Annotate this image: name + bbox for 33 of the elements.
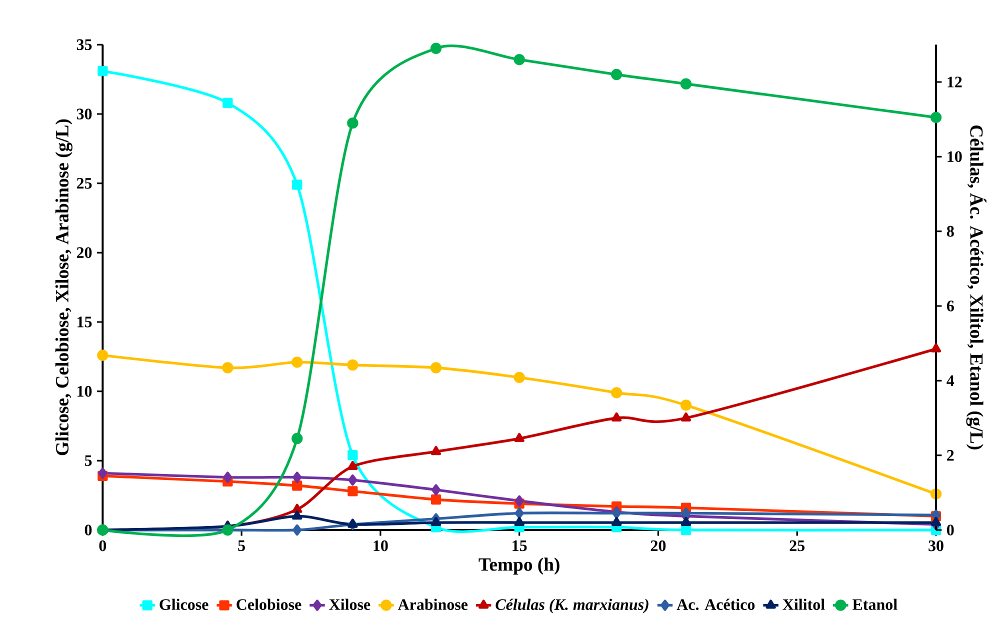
legend-label: Ac. Acético <box>676 598 755 610</box>
y2-tick-label: 8 <box>946 226 954 237</box>
x-tick-label: 20 <box>650 540 666 552</box>
x-tick-label: 0 <box>99 540 106 552</box>
y-tick-label: 25 <box>76 178 92 189</box>
x-tick-label: 30 <box>928 540 944 552</box>
y2-tick-label: 0 <box>947 524 954 536</box>
legend-label: Xilose <box>329 598 370 610</box>
y-tick-label: 10 <box>78 386 92 397</box>
y-tick-label: 30 <box>76 108 92 120</box>
y2-tick-label: 6 <box>946 300 954 312</box>
x-tick-label: 25 <box>790 540 805 552</box>
legend-label: Celobiose <box>236 598 302 610</box>
y-tick-label: 20 <box>76 247 92 258</box>
legend-label: Glicose <box>160 598 208 610</box>
y-axis-title: Glicose, Celobiose, Xilose, Arabinose (g/L) <box>55 119 72 456</box>
y2-tick-label: 4 <box>946 375 954 386</box>
legend-label: Etanol <box>852 598 898 610</box>
y2-tick-label: 12 <box>948 76 962 88</box>
y2-axis-title: Células, Ác. Acético, Xilitol, Etanol (g/L) <box>966 125 986 450</box>
y-tick-label: 15 <box>78 316 92 328</box>
y-tick-label: 35 <box>76 39 92 50</box>
y-tick-label: 0 <box>84 524 92 536</box>
x-tick-label: 5 <box>238 540 245 552</box>
legend-label: Células (K. marxianus) <box>496 598 648 614</box>
y2-tick-label: 10 <box>948 151 962 162</box>
x-tick-label: 15 <box>512 540 527 552</box>
legend-label: Xilitol <box>782 598 825 610</box>
legend-label: Arabinose <box>398 598 468 610</box>
y2-tick-label: 2 <box>947 450 954 461</box>
x-tick-label: 10 <box>374 540 388 552</box>
y-tick-label: 5 <box>84 455 92 466</box>
x-axis-title: Tempo (h) <box>478 558 560 575</box>
